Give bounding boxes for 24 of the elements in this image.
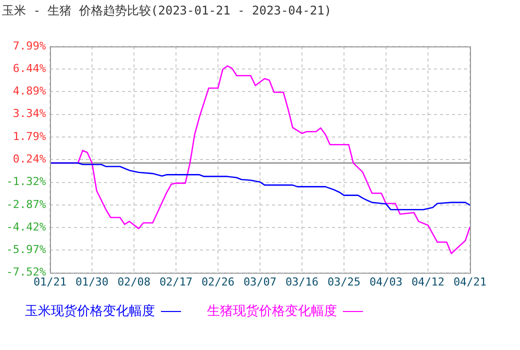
y-tick-label: 0.24% (12, 152, 46, 166)
x-tick-label: 01/30 (75, 275, 109, 288)
legend-label: 玉米现货价格变化幅度 (25, 303, 155, 320)
x-tick-label: 04/12 (411, 275, 445, 288)
y-tick-label: 6.44% (12, 62, 46, 75)
legend-label: 生猪现货价格变化幅度 (207, 303, 337, 320)
y-tick-label: 7.99% (12, 39, 46, 52)
x-tick-label: 04/03 (369, 275, 403, 288)
y-tick-label: 4.89% (12, 84, 46, 98)
y-tick-label: -1.32% (6, 175, 46, 188)
y-tick-label: 3.34% (12, 107, 46, 120)
x-tick-label: 02/08 (117, 275, 151, 288)
x-tick-label: 03/25 (327, 275, 361, 288)
x-tick-label: 04/21 (453, 275, 487, 288)
y-tick-label: -4.42% (6, 220, 46, 234)
x-tick-label: 03/07 (243, 275, 277, 288)
x-tick-label: 02/17 (159, 275, 193, 288)
x-tick-label: 01/21 (33, 275, 67, 288)
x-tick-label: 03/16 (285, 275, 319, 288)
chart-title: 玉米 - 生猪 价格趋势比较(2023-01-21 - 2023-04-21) (2, 3, 332, 18)
y-tick-label: 1.79% (12, 130, 46, 143)
y-tick-label: -5.97% (6, 243, 46, 256)
y-tick-label: -2.87% (6, 198, 46, 211)
x-tick-label: 02/26 (201, 275, 235, 288)
